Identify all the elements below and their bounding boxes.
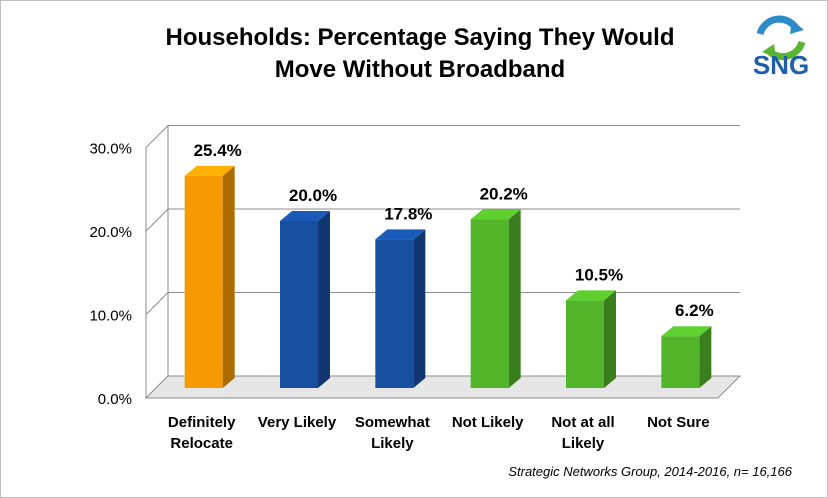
data-label: 20.2% [480,184,528,203]
x-tick-label: Somewhat [355,414,430,431]
bar-top [280,211,330,221]
bar-top [375,229,426,240]
data-label: 10.5% [575,265,623,284]
bar [375,239,414,388]
logo-arrowhead-blue [790,20,804,34]
bar [280,221,318,388]
x-tick-label: Not Likely [452,414,524,431]
bar-side [699,326,712,388]
data-label: 25.4% [194,141,242,160]
data-label: 6.2% [675,301,714,320]
data-label: 17.8% [384,204,432,223]
logo-arrowhead-green [762,44,776,58]
gridline-depth [145,292,169,315]
gridline-depth [145,125,169,148]
x-tick-label: Definitely [168,414,236,431]
source-note: Strategic Networks Group, 2014-2016, n= … [508,464,792,479]
x-tick-label: Very Likely [258,414,337,431]
bar [470,219,509,388]
bar-side [222,165,235,388]
bar-side [413,229,426,388]
chart-title-line-2: Move Without Broadband [274,56,566,83]
y-tick-label: 30.0% [89,141,132,158]
bar [184,175,223,388]
bar-top [470,209,521,220]
gridline-depth [145,208,169,232]
data-label: 20.0% [289,186,337,205]
bar [661,336,700,388]
bar-side [318,211,330,388]
y-tick-label: 0.0% [98,391,132,408]
bar-top [661,326,712,337]
x-tick-label: Likely [371,435,414,452]
chart-title-line-1: Households: Percentage Saying They Would [165,24,675,51]
x-tick-label: Not at all [551,414,614,431]
recycle-arrows-icon [756,15,806,61]
chart-title: Households: Percentage Saying They Would… [120,22,720,86]
y-tick-label: 10.0% [89,308,132,325]
chart-floor [144,375,742,399]
bar-top [184,165,235,176]
bar-side [508,209,521,388]
y-tick-label: 20.0% [89,224,132,241]
x-tick-label: Relocate [170,435,233,452]
bar [566,300,604,388]
bar-side [604,290,616,388]
bar-top [566,290,616,301]
x-tick-label: Not Sure [647,414,710,431]
x-tick-label: Likely [562,435,605,452]
logo-text: SNG [752,50,810,80]
